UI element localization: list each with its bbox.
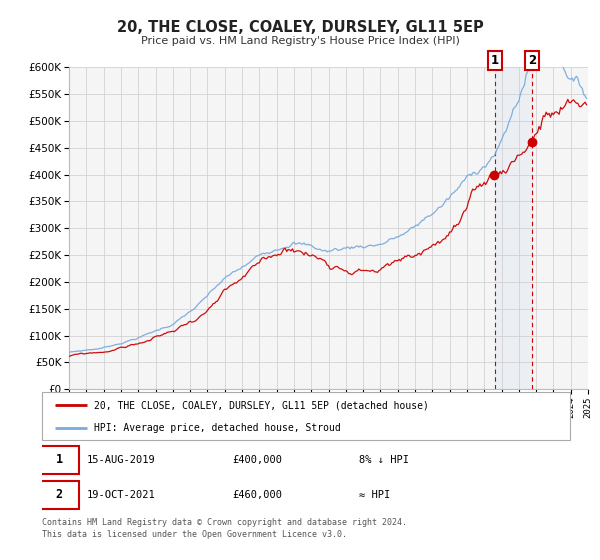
Text: 20, THE CLOSE, COALEY, DURSLEY, GL11 5EP (detached house): 20, THE CLOSE, COALEY, DURSLEY, GL11 5EP… <box>94 400 428 410</box>
Text: 1: 1 <box>56 454 63 466</box>
Text: HPI: Average price, detached house, Stroud: HPI: Average price, detached house, Stro… <box>94 423 340 433</box>
FancyBboxPatch shape <box>40 446 79 474</box>
Text: 2: 2 <box>529 54 536 67</box>
FancyBboxPatch shape <box>40 481 79 509</box>
FancyBboxPatch shape <box>42 392 570 440</box>
Text: £460,000: £460,000 <box>232 490 282 500</box>
Text: 8% ↓ HPI: 8% ↓ HPI <box>359 455 409 465</box>
Text: Price paid vs. HM Land Registry's House Price Index (HPI): Price paid vs. HM Land Registry's House … <box>140 36 460 46</box>
Bar <box>495 67 532 389</box>
Text: Contains HM Land Registry data © Crown copyright and database right 2024.
This d: Contains HM Land Registry data © Crown c… <box>42 518 407 539</box>
Text: £400,000: £400,000 <box>232 455 282 465</box>
Text: 2: 2 <box>56 488 63 501</box>
Text: 20, THE CLOSE, COALEY, DURSLEY, GL11 5EP: 20, THE CLOSE, COALEY, DURSLEY, GL11 5EP <box>116 20 484 35</box>
Text: ≈ HPI: ≈ HPI <box>359 490 390 500</box>
Text: 1: 1 <box>491 54 499 67</box>
Text: 19-OCT-2021: 19-OCT-2021 <box>87 490 155 500</box>
Text: 15-AUG-2019: 15-AUG-2019 <box>87 455 155 465</box>
